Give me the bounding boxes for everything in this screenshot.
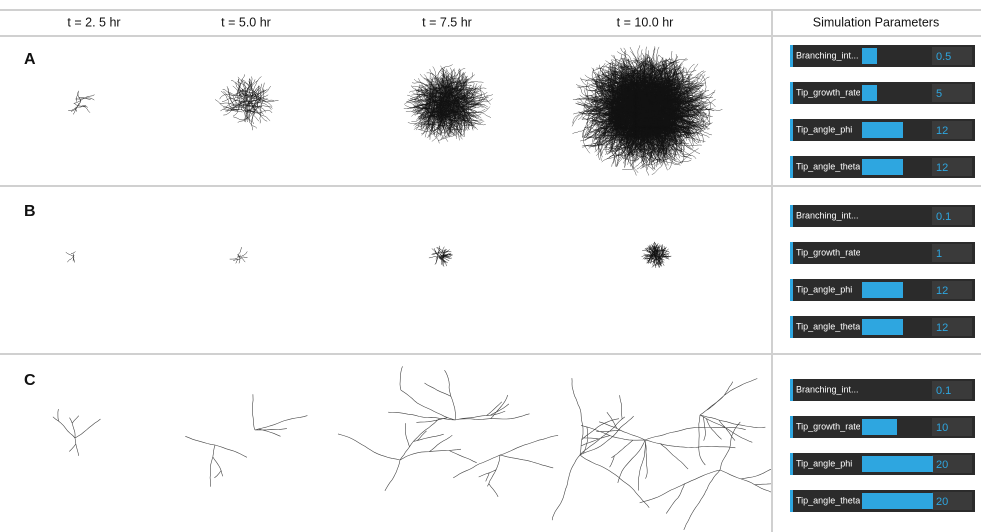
parameter-slider: Tip_growth_rate 5 (790, 82, 975, 104)
parameter-value: 20 (936, 459, 948, 471)
parameter-name: Branching_int... (796, 384, 859, 394)
colony (215, 74, 278, 130)
name-clip: Tip_angle_phi (796, 284, 852, 294)
row-label: C (24, 372, 36, 389)
parameter-value: 12 (936, 322, 948, 334)
parameter-value: 12 (936, 125, 948, 137)
row-label: A (24, 51, 36, 68)
name-clip: Tip_angle_phi (796, 458, 852, 468)
colony (572, 45, 722, 175)
colony (338, 366, 558, 497)
parameter-value: 5 (936, 88, 942, 100)
slider-edge (790, 45, 793, 67)
parameter-slider: Tip_angle_phi 12 (790, 279, 975, 301)
parameter-name: Tip_angle_phi (796, 124, 852, 134)
slider-edge (790, 490, 793, 512)
slider-fill (862, 493, 933, 509)
slider-fill (862, 159, 903, 175)
slider-edge (790, 205, 793, 227)
colony (185, 394, 307, 487)
name-clip: Tip_growth_rate (796, 247, 861, 257)
slider-edge (790, 156, 793, 178)
parameter-name: Tip_angle_theta (796, 321, 860, 331)
colony (230, 247, 248, 263)
parameter-name: Branching_int... (796, 210, 859, 220)
slider-edge (790, 82, 793, 104)
parameter-name: Tip_growth_rate (796, 421, 861, 431)
parameter-slider: Tip_angle_phi 20 (790, 453, 975, 475)
slider-fill (862, 419, 897, 435)
slider-fill (862, 456, 933, 472)
colony (552, 378, 819, 530)
parameter-slider: Branching_int... 0.5 (790, 45, 975, 67)
parameter-value: 1 (936, 248, 942, 260)
colony (429, 246, 453, 267)
slider-fill (862, 282, 903, 298)
name-clip: Tip_growth_rate (796, 87, 861, 97)
slider-edge (790, 242, 793, 264)
row-label: B (24, 203, 36, 220)
name-clip: Branching_int... (796, 50, 859, 60)
colony (404, 65, 493, 144)
colony (66, 252, 76, 263)
slider-edge (790, 453, 793, 475)
parameter-value: 20 (936, 496, 948, 508)
time-label: t = 2. 5 hr (67, 15, 120, 29)
time-label: t = 10.0 hr (617, 15, 674, 29)
slider-edge (790, 279, 793, 301)
parameter-value: 12 (936, 285, 948, 297)
name-clip: Tip_angle_theta (796, 495, 860, 505)
time-label: t = 5.0 hr (221, 15, 271, 29)
parameter-slider: Tip_angle_theta 12 (790, 316, 975, 338)
parameter-slider: Branching_int... 0.1 (790, 379, 975, 401)
parameter-name: Tip_angle_phi (796, 284, 852, 294)
parameter-name: Tip_growth_rate (796, 87, 861, 97)
name-clip: Tip_angle_theta (796, 161, 860, 171)
colony (642, 242, 672, 268)
parameter-name: Tip_angle_theta (796, 161, 860, 171)
parameter-slider: Branching_int... 0.1 (790, 205, 975, 227)
name-clip: Branching_int... (796, 210, 859, 220)
name-clip: Tip_angle_theta (796, 321, 860, 331)
parameter-slider: Tip_angle_theta 20 (790, 490, 975, 512)
parameter-slider: Tip_angle_phi 12 (790, 119, 975, 141)
name-clip: Tip_angle_phi (796, 124, 852, 134)
row-c-drawings (53, 366, 819, 530)
parameter-value: 0.1 (936, 385, 951, 397)
slider-fill (862, 122, 903, 138)
figure: Simulation Parameters t = 2. 5 hr t = 5.0… (0, 0, 981, 532)
parameter-name: Tip_growth_rate (796, 247, 861, 257)
parameter-slider: Tip_angle_theta 12 (790, 156, 975, 178)
parameter-value: 0.1 (936, 211, 951, 223)
slider-fill (862, 85, 877, 101)
slider-edge (790, 379, 793, 401)
parameter-slider: Tip_growth_rate 1 (790, 242, 975, 264)
slider-edge (790, 316, 793, 338)
colony (68, 91, 94, 115)
slider-edge (790, 119, 793, 141)
name-clip: Branching_int... (796, 384, 859, 394)
slider-edge (790, 416, 793, 438)
parameter-slider: Tip_growth_rate 10 (790, 416, 975, 438)
name-clip: Tip_growth_rate (796, 421, 861, 431)
slider-fill (862, 319, 903, 335)
colony (53, 409, 101, 456)
parameter-value: 12 (936, 162, 948, 174)
parameter-name: Tip_angle_phi (796, 458, 852, 468)
parameter-name: Branching_int... (796, 50, 859, 60)
time-label: t = 7.5 hr (422, 15, 472, 29)
parameter-value: 10 (936, 422, 948, 434)
parameter-name: Tip_angle_theta (796, 495, 860, 505)
parameter-value: 0.5 (936, 51, 951, 63)
slider-fill (862, 48, 877, 64)
panel-title: Simulation Parameters (813, 15, 939, 29)
